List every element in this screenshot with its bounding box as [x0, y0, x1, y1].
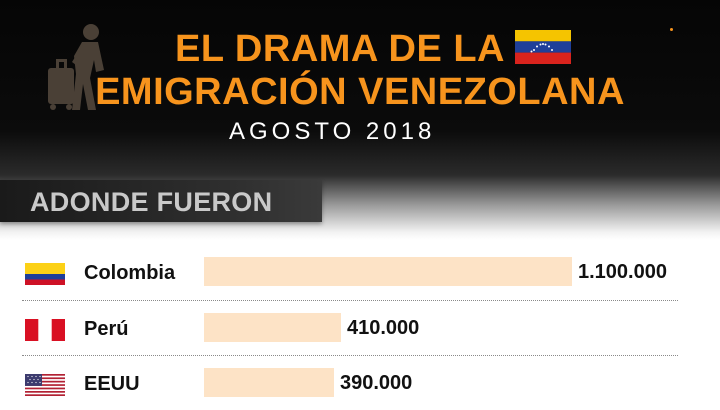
bar-colombia [204, 257, 572, 286]
category-label-peru: Perú [84, 318, 129, 340]
row-divider [22, 300, 678, 301]
section-header-label: ADONDE FUERON [30, 187, 273, 217]
subtitle-date: AGOSTO 2018 [229, 118, 436, 145]
value-label-colombia: 1.100.000 [578, 261, 667, 283]
section-header: ADONDE FUERON [0, 180, 322, 222]
chart-row-colombia: Colombia 1.100.000 [0, 249, 720, 299]
traveler-with-suitcase-icon [48, 24, 104, 110]
decorative-dot [670, 28, 673, 31]
title-line-2: EMIGRACIÓN VENEZOLANA [95, 71, 625, 113]
bar-eeuu [204, 368, 334, 397]
chart-row-peru: Perú 410.000 [0, 305, 720, 355]
venezuela-flag-icon [515, 30, 571, 64]
usa-flag-icon [25, 374, 65, 396]
title-line-1: EL DRAMA DE LA [175, 28, 505, 70]
value-label-peru: 410.000 [347, 317, 420, 339]
colombia-flag-icon [25, 263, 65, 285]
row-divider [22, 355, 678, 356]
chart-row-eeuu: EEUU 390.000 [0, 360, 720, 410]
value-label-eeuu: 390.000 [340, 372, 413, 394]
category-label-colombia: Colombia [84, 262, 176, 284]
bar-peru [204, 313, 341, 342]
peru-flag-icon [25, 319, 65, 341]
category-label-eeuu: EEUU [84, 373, 140, 395]
